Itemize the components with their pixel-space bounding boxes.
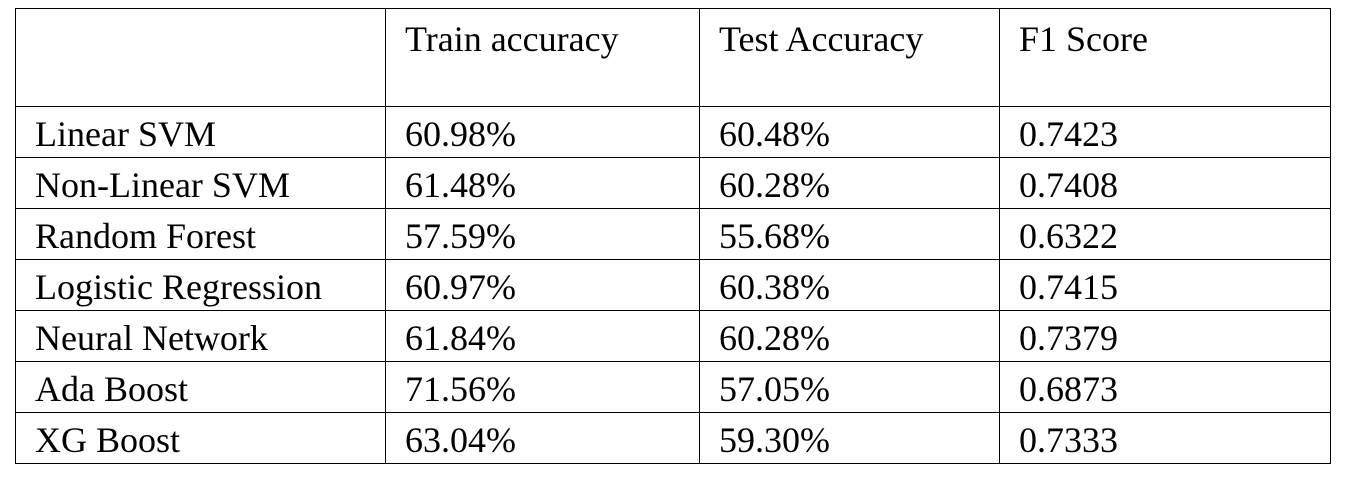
f1-score-cell: 0.7423: [999, 106, 1331, 158]
test-accuracy-cell: 60.48%: [699, 106, 1000, 158]
f1-score-cell: 0.7379: [999, 310, 1331, 362]
train-accuracy-cell: 61.48%: [385, 157, 700, 209]
table-row: Linear SVM 60.98% 60.48% 0.7423: [15, 106, 1331, 158]
test-accuracy-cell: 59.30%: [699, 412, 1000, 464]
header-cell-f1-score: F1 Score: [999, 8, 1331, 107]
table-row: Logistic Regression 60.97% 60.38% 0.7415: [15, 259, 1331, 311]
test-accuracy-cell: 60.38%: [699, 259, 1000, 311]
test-accuracy-cell: 55.68%: [699, 208, 1000, 260]
model-name-cell: XG Boost: [15, 412, 386, 464]
header-row: Train accuracy Test Accuracy F1 Score: [15, 8, 1331, 107]
table-row: Neural Network 61.84% 60.28% 0.7379: [15, 310, 1331, 362]
f1-score-cell: 0.7408: [999, 157, 1331, 209]
test-accuracy-cell: 60.28%: [699, 157, 1000, 209]
test-accuracy-cell: 60.28%: [699, 310, 1000, 362]
model-name-cell: Ada Boost: [15, 361, 386, 413]
train-accuracy-cell: 63.04%: [385, 412, 700, 464]
results-table: Train accuracy Test Accuracy F1 Score Li…: [15, 8, 1331, 464]
header-cell-test-accuracy: Test Accuracy: [699, 8, 1000, 107]
table-row: Ada Boost 71.56% 57.05% 0.6873: [15, 361, 1331, 413]
train-accuracy-cell: 60.98%: [385, 106, 700, 158]
header-cell-model: [15, 8, 386, 107]
model-name-cell: Random Forest: [15, 208, 386, 260]
model-name-cell: Non-Linear SVM: [15, 157, 386, 209]
model-name-cell: Logistic Regression: [15, 259, 386, 311]
train-accuracy-cell: 71.56%: [385, 361, 700, 413]
model-name-cell: Linear SVM: [15, 106, 386, 158]
f1-score-cell: 0.7415: [999, 259, 1331, 311]
table-row: Non-Linear SVM 61.48% 60.28% 0.7408: [15, 157, 1331, 209]
train-accuracy-cell: 61.84%: [385, 310, 700, 362]
table-header: Train accuracy Test Accuracy F1 Score: [15, 8, 1331, 107]
f1-score-cell: 0.6873: [999, 361, 1331, 413]
test-accuracy-cell: 57.05%: [699, 361, 1000, 413]
f1-score-cell: 0.6322: [999, 208, 1331, 260]
table-row: XG Boost 63.04% 59.30% 0.7333: [15, 412, 1331, 464]
table-row: Random Forest 57.59% 55.68% 0.6322: [15, 208, 1331, 260]
model-name-cell: Neural Network: [15, 310, 386, 362]
train-accuracy-cell: 60.97%: [385, 259, 700, 311]
table-body: Linear SVM 60.98% 60.48% 0.7423 Non-Line…: [15, 106, 1331, 464]
header-cell-train-accuracy: Train accuracy: [385, 8, 700, 107]
f1-score-cell: 0.7333: [999, 412, 1331, 464]
train-accuracy-cell: 57.59%: [385, 208, 700, 260]
